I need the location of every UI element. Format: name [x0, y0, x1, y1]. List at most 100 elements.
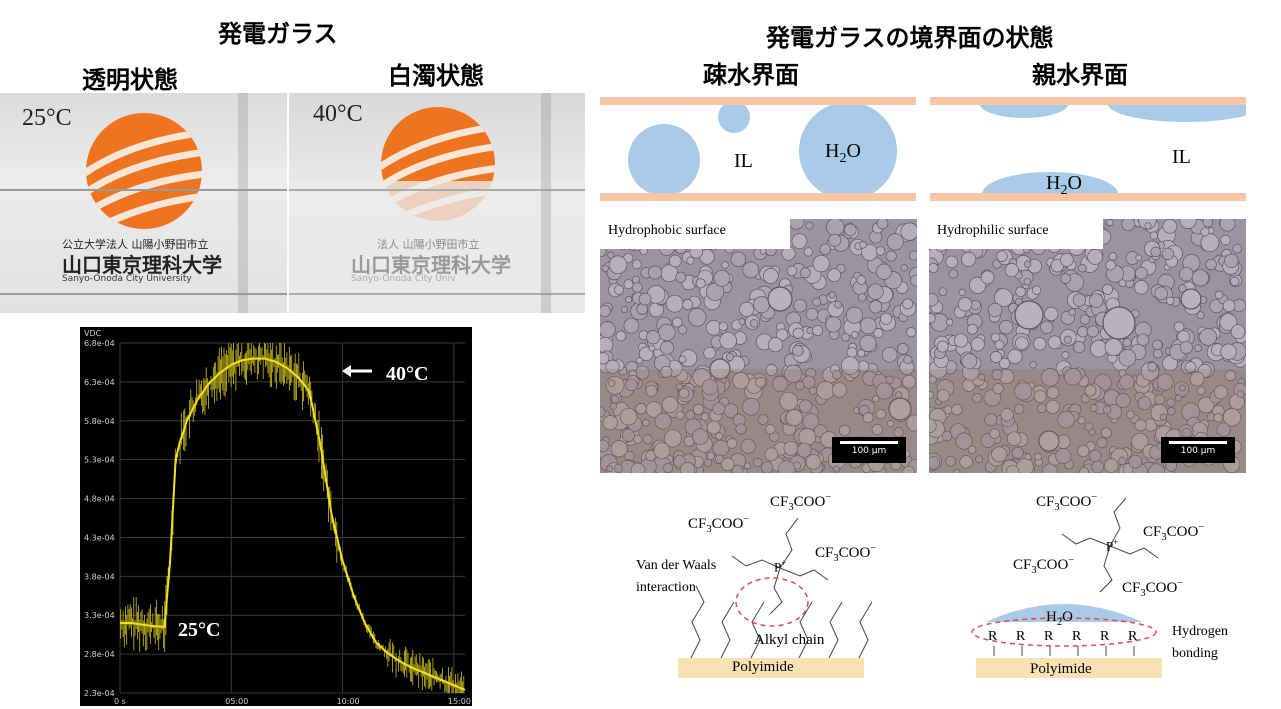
anion-label-4: CF3COO−: [1036, 492, 1098, 513]
emulsion-droplet: [846, 347, 858, 358]
emulsion-droplet: [610, 440, 628, 458]
emulsion-droplet: [665, 294, 684, 313]
emulsion-droplet: [1184, 361, 1197, 373]
emulsion-droplet: [1036, 403, 1047, 414]
emulsion-droplet: [695, 278, 706, 289]
il-label-hydrophilic: IL: [1172, 146, 1191, 168]
emulsion-droplet: [1077, 326, 1089, 338]
emulsion-droplet: [692, 403, 705, 415]
hbond-label-line1: Hydrogen: [1172, 624, 1228, 639]
emulsion-droplet: [998, 320, 1014, 335]
x-tick-label: 05:00: [225, 697, 248, 706]
emulsion-droplet: [732, 372, 750, 390]
emulsion-droplet: [1148, 463, 1166, 473]
emulsion-droplet: [1057, 410, 1075, 429]
emulsion-droplet: [1088, 428, 1096, 436]
emulsion-droplet: [1179, 219, 1197, 229]
emulsion-droplet: [1086, 325, 1099, 338]
hydrophilic-surface-label: Hydrophilic surface: [929, 219, 1103, 249]
emulsion-droplet: [675, 410, 685, 420]
university-logo: [86, 113, 202, 229]
emulsion-droplet: [969, 276, 987, 294]
emulsion-droplet: [1200, 227, 1210, 237]
emulsion-droplet: [638, 292, 652, 306]
emulsion-droplet: [872, 395, 880, 403]
emulsion-droplet: [945, 455, 956, 467]
emulsion-droplet: [1119, 374, 1135, 390]
emulsion-droplet: [1103, 405, 1112, 414]
emulsion-droplet: [972, 393, 983, 404]
emulsion-droplet: [832, 465, 840, 473]
emulsion-droplet: [828, 233, 842, 247]
x-tick-label: 15:00: [448, 697, 471, 706]
h2o-label-bottom: H2O: [1046, 609, 1073, 628]
emulsion-droplet: [630, 462, 646, 473]
emulsion-droplet: [990, 332, 1001, 342]
emulsion-droplet: [1150, 246, 1161, 258]
emulsion-droplet: [739, 301, 755, 317]
emulsion-droplet: [1106, 219, 1114, 226]
emulsion-droplet: [792, 327, 804, 339]
emulsion-droplet: [1179, 340, 1193, 354]
emulsion-droplet: [1023, 277, 1032, 286]
emulsion-droplet: [1013, 403, 1025, 415]
emulsion-droplet: [600, 305, 611, 318]
emulsion-droplet: [715, 432, 724, 441]
emulsion-droplet: [1196, 311, 1205, 320]
emulsion-droplet: [825, 316, 842, 333]
emulsion-droplet: [793, 298, 807, 313]
emulsion-droplet: [1100, 427, 1112, 439]
large-emulsion-droplet: [1014, 300, 1044, 330]
emulsion-droplet: [1135, 266, 1148, 280]
hbond-label-line2: bonding: [1172, 646, 1218, 661]
emulsion-droplet: [958, 288, 966, 296]
emulsion-droplet: [1152, 339, 1163, 351]
emulsion-droplet: [1232, 243, 1243, 254]
photo-temp-40: 40°C: [313, 101, 363, 127]
hydrophilic-interface-title: 親水界面: [1032, 61, 1128, 89]
emulsion-droplet: [1006, 431, 1022, 446]
frame-rail: [0, 189, 287, 191]
hydrophobic-molecular-diagram: [678, 517, 873, 678]
emulsion-droplet: [1091, 460, 1105, 473]
emulsion-droplet: [719, 331, 737, 350]
emulsion-droplet: [1205, 258, 1217, 271]
emulsion-droplet: [1189, 371, 1205, 387]
emulsion-droplet: [1162, 355, 1178, 372]
emulsion-droplet: [897, 343, 909, 355]
emulsion-droplet: [672, 317, 683, 328]
emulsion-droplet: [832, 370, 842, 380]
emulsion-droplet: [705, 320, 722, 336]
emulsion-droplet: [742, 397, 761, 416]
logo-line2: 山口東京理科大学: [62, 253, 222, 277]
emulsion-droplet: [631, 281, 643, 293]
scale-bar-label: 100 µm: [1180, 446, 1216, 456]
emulsion-droplet: [712, 402, 726, 416]
emulsion-droplet: [805, 221, 814, 230]
emulsion-droplet: [857, 349, 866, 358]
emulsion-droplet: [961, 251, 977, 267]
emulsion-droplet: [980, 270, 995, 285]
emulsion-droplet: [841, 332, 850, 342]
emulsion-droplet: [953, 468, 961, 473]
emulsion-droplet: [675, 383, 683, 391]
emulsion-droplet: [1011, 446, 1024, 459]
emulsion-droplet: [873, 328, 884, 339]
emulsion-droplet: [675, 271, 687, 283]
emulsion-droplet: [661, 396, 679, 413]
hydrophilic-droplet-diagram: [930, 97, 1246, 201]
emulsion-droplet: [1073, 341, 1086, 354]
emulsion-droplet: [862, 412, 874, 424]
anion-label-7: CF3COO−: [1122, 578, 1184, 599]
emulsion-droplet: [1126, 410, 1135, 419]
emulsion-droplet: [682, 299, 694, 310]
emulsion-droplet: [1108, 252, 1117, 261]
emulsion-droplet: [622, 428, 635, 442]
emulsion-droplet: [812, 297, 822, 307]
emulsion-droplet: [959, 455, 973, 469]
large-emulsion-droplet: [1038, 430, 1060, 452]
y-tick-label: 4.3e-04: [84, 533, 115, 542]
emulsion-droplet: [941, 430, 953, 442]
logo-line3-blurred: Sanyo-Onoda City Univ: [351, 274, 456, 284]
emulsion-droplet: [1224, 370, 1236, 382]
